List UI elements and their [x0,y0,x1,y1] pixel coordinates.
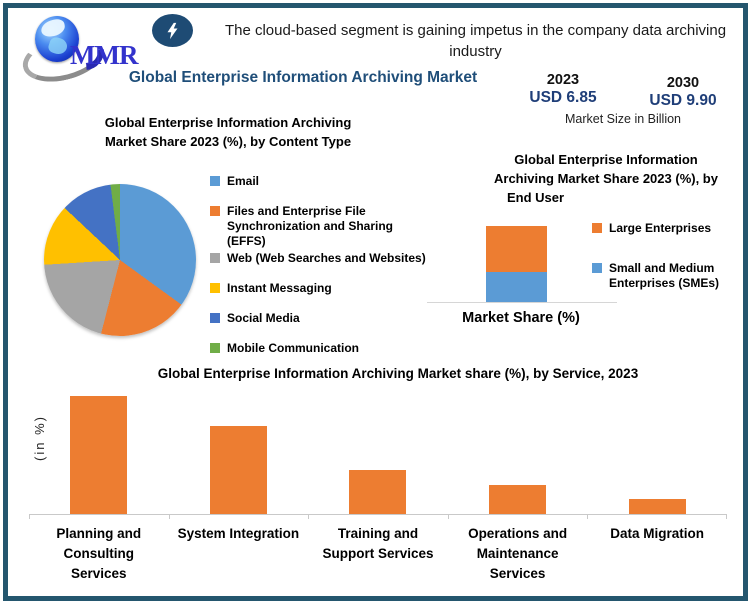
large-enterprises-segment [486,226,547,272]
axis-tick [447,514,449,519]
axis-tick [168,514,170,519]
email-swatch [210,176,220,186]
legend-item-web: Web (Web Searches and Websites) [210,251,430,266]
pie-chart-title: Global Enterprise Information Archiving … [43,113,413,151]
axis-tick [29,514,30,519]
page-title: Global Enterprise Information Archiving … [128,69,478,86]
headline-line-1: The cloud-based segment is gaining impet… [224,22,727,39]
value-end-label: USD 9.90 [649,92,717,109]
category-label: Training and Support Services [322,526,434,561]
axis-tick [308,514,310,519]
legend-item-mobile-communication: Mobile Communication [210,341,430,356]
service-category-labels: Planning and Consulting Services System … [29,524,727,584]
logo-text: MMR [70,40,138,70]
category-label: Planning and Consulting Services [56,526,142,581]
web-swatch [210,253,220,263]
pie-title-line-1: Global Enterprise Information Archiving [104,115,352,130]
lightning-bolt-glyph [167,22,178,39]
service-bar [628,499,686,514]
bar-cell [308,388,448,514]
infographic-frame: MMR The cloud-based segment is gaining i… [3,3,748,601]
mmr-logo: MMR [8,8,148,90]
end-user-stacked-bar [486,226,547,303]
end-user-title-line-3: End User [507,190,565,205]
instant-messaging-swatch [210,283,220,293]
legend-item-social-media: Social Media [210,311,430,326]
effs-swatch [210,206,220,216]
lightning-icon [152,14,193,47]
legend-label: Mobile Communication [227,341,359,355]
legend-item-effs: Files and Enterprise File Synchronizatio… [210,204,430,249]
service-bar [349,469,407,514]
large-enterprises-swatch [592,223,602,233]
globe-continent [46,35,70,57]
globe-continent [39,17,67,39]
market-size-panel: 2023 USD 6.85 2030 USD 9.90 Market Size … [503,72,748,126]
category-label: System Integration [177,526,300,541]
bar-cell [448,388,588,514]
end-user-title-line-1: Global Enterprise Information [514,152,698,167]
bar-cell [169,388,309,514]
bar-cell [587,388,727,514]
year-start-label: 2023 [546,72,580,88]
service-bar [209,425,267,514]
legend-label: Instant Messaging [227,281,332,295]
legend-label: Social Media [227,311,300,325]
end-user-legend: Large Enterprises Small and Medium Enter… [592,221,744,291]
service-bar [489,484,547,514]
year-end-label: 2030 [666,75,700,91]
headline: The cloud-based segment is gaining impet… [203,20,748,62]
legend-label: Large Enterprises [609,221,712,235]
service-bar [70,396,128,514]
legend-item-large-enterprises: Large Enterprises [592,221,744,236]
globe-icon [35,16,79,62]
legend-item-instant-messaging: Instant Messaging [210,281,430,296]
headline-line-2: industry [449,43,502,60]
content-type-pie-chart [44,184,196,336]
legend-label: Files and Enterprise File Synchronizatio… [227,204,394,248]
legend-label: Small and Medium Enterprises (SMEs) [609,261,720,290]
pie-legend: Email Files and Enterprise File Synchron… [210,174,430,371]
social-media-swatch [210,313,220,323]
category-label: Data Migration [610,526,705,541]
market-size-2023: 2023 USD 6.85 [503,72,623,110]
service-bar-chart [29,388,727,514]
end-user-x-axis-label: Market Share (%) [462,310,580,326]
market-size-caption: Market Size in Billion [564,112,681,126]
pie-title-line-2: Market Share 2023 (%), by Content Type [104,134,352,149]
end-user-axis-line [427,302,617,303]
legend-label: Web (Web Searches and Websites) [227,251,426,265]
bar-cell [29,388,169,514]
service-x-axis-line [29,514,727,519]
sme-segment [486,271,547,303]
axis-tick [726,514,727,519]
category-label: Operations and Maintenance Services [468,526,568,581]
legend-label: Email [227,174,260,188]
mobile-communication-swatch [210,343,220,353]
legend-item-smes: Small and Medium Enterprises (SMEs) [592,261,744,291]
end-user-chart-title: Global Enterprise Information Archiving … [470,150,742,207]
market-size-2030: 2030 USD 9.90 [623,72,743,110]
service-chart-title: Global Enterprise Information Archiving … [157,366,639,381]
axis-tick [587,514,589,519]
value-start-label: USD 6.85 [529,89,597,106]
legend-item-email: Email [210,174,430,189]
end-user-title-line-2: Archiving Market Share 2023 (%), by [494,171,718,186]
smes-swatch [592,263,602,273]
